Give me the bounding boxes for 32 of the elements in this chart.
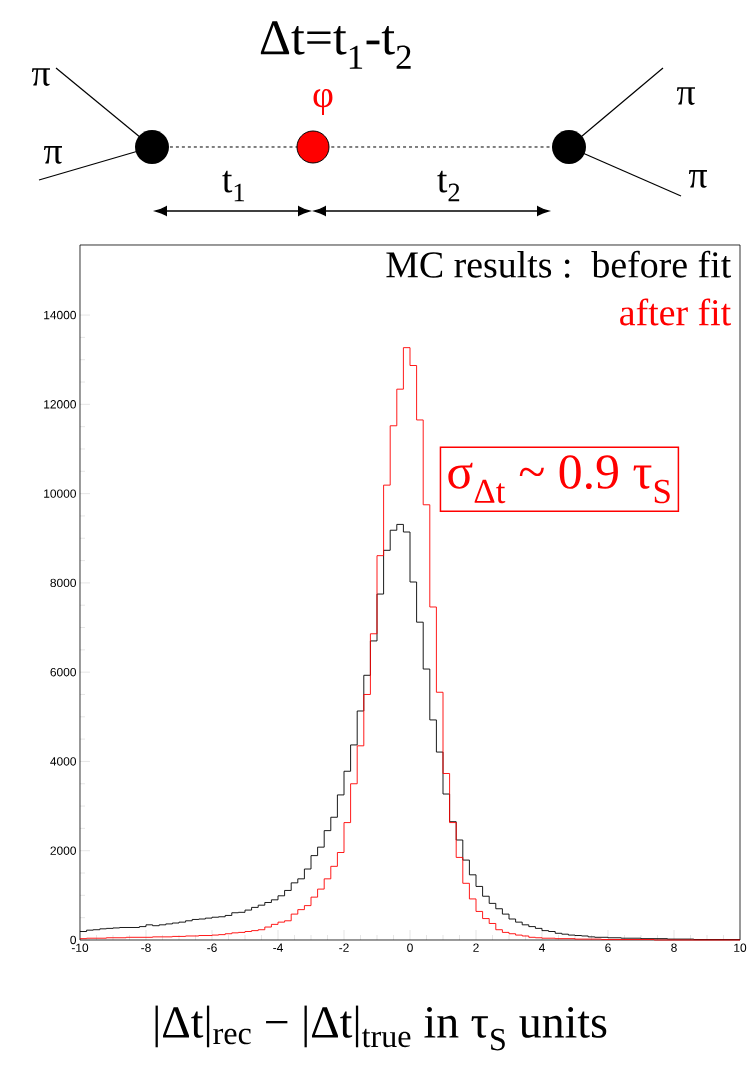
y-tick-label: 8000 [50, 578, 77, 588]
text: before fit [591, 250, 731, 278]
y-tick-label: 10000 [44, 489, 77, 498]
annotation: σ$_{Δt}$ ~ 0.9 τ$_{S}$ [448, 455, 670, 504]
y-tick-label: 0 [70, 935, 77, 945]
x-tick-label: -6 [207, 943, 217, 952]
x-tick-label: -4 [273, 943, 283, 952]
text: after fit [620, 298, 731, 326]
legend-title: MC results : [386, 251, 570, 278]
text: φ [313, 89, 333, 115]
x-tick-label: -10 [71, 943, 89, 952]
x-tick-label: 4 [538, 943, 545, 952]
chart-title: Δt=t$_{1}$-t$_{2}$ [260, 21, 411, 69]
y-tick-label: 2000 [50, 846, 77, 855]
x-tick-label: 2 [473, 943, 479, 952]
text: t$_{2}$ [437, 170, 460, 202]
x-tick-label: 6 [605, 943, 611, 952]
y-tick-label: 12000 [44, 400, 77, 409]
x-tick-label: -2 [339, 943, 349, 952]
x-tick-label: 0 [407, 943, 413, 952]
y-tick-label: 4000 [50, 757, 77, 766]
y-tick-label: 14000 [44, 310, 77, 320]
y-tick-label: 6000 [50, 667, 77, 677]
x-tick-label: 8 [671, 943, 677, 952]
text: π [43, 146, 62, 164]
x-tick-label: 10 [734, 943, 747, 952]
text: π [688, 170, 707, 188]
text: π [31, 68, 50, 86]
text: π [676, 87, 695, 105]
x-tick-label: -8 [141, 943, 151, 952]
text: t$_{1}$ [222, 170, 245, 202]
x-axis-title: |Δt|$_{rec}$ − |Δt|$_{true}$ in τ$_{S}$ units [155, 1005, 607, 1051]
